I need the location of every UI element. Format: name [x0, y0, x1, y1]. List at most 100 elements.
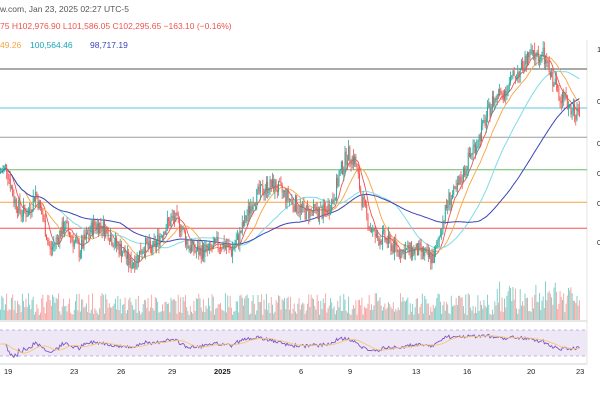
candle-body-412 — [497, 94, 499, 96]
volume-bar-24 — [29, 304, 31, 320]
candle-body-130 — [157, 234, 159, 242]
candle-body-67 — [81, 239, 83, 253]
volume-bar-266 — [321, 309, 323, 320]
candle-body-92 — [111, 235, 113, 246]
candle-body-53 — [64, 228, 66, 233]
volume-bar-42 — [50, 305, 52, 320]
volume-bar-75 — [90, 309, 92, 320]
candle-body-469 — [566, 95, 568, 109]
volume-bar-141 — [170, 297, 172, 320]
volume-bar-384 — [464, 313, 466, 320]
candle-body-206 — [249, 206, 250, 214]
candle-body-443 — [535, 55, 537, 60]
candle-body-213 — [257, 186, 259, 190]
candle-body-459 — [554, 78, 556, 85]
right-price-label-3: 0 — [597, 139, 600, 148]
volume-bar-156 — [188, 314, 190, 320]
candle-body-349 — [421, 247, 423, 253]
candle-body-266 — [321, 206, 323, 219]
candle-body-477 — [576, 108, 578, 120]
volume-bar-302 — [365, 308, 366, 320]
candle-body-425 — [513, 70, 515, 76]
candle-body-49 — [59, 230, 61, 244]
candle-body-111 — [134, 262, 136, 269]
volume-bar-13 — [15, 313, 17, 320]
volume-bar-1 — [1, 295, 3, 320]
volume-bar-326 — [394, 311, 395, 320]
candle-body-438 — [529, 52, 531, 58]
volume-bar-333 — [402, 297, 404, 320]
volume-bar-436 — [526, 297, 528, 320]
volume-bar-34 — [41, 298, 43, 320]
volume-bar-462 — [558, 303, 560, 320]
volume-bar-220 — [265, 293, 267, 320]
volume-bar-125 — [151, 294, 153, 320]
candle-body-27 — [32, 196, 34, 211]
volume-bar-367 — [443, 301, 445, 320]
candle-body-378 — [456, 183, 458, 190]
candle-body-96 — [116, 237, 118, 247]
candle-body-182 — [220, 248, 221, 250]
candle-body-126 — [152, 241, 154, 253]
candle-body-339 — [409, 242, 411, 253]
candle-body-169 — [204, 246, 206, 258]
volume-bar-411 — [496, 289, 498, 320]
candle-body-437 — [528, 52, 530, 58]
candle-body-246 — [297, 211, 299, 213]
volume-bar-70 — [84, 306, 86, 320]
candle-body-61 — [73, 241, 75, 247]
candle-body-319 — [385, 238, 387, 241]
volume-bar-121 — [146, 307, 148, 320]
candle-body-3 — [3, 166, 5, 169]
volume-bar-61 — [73, 309, 75, 320]
candle-body-314 — [379, 240, 381, 246]
candle-body-28 — [33, 196, 35, 202]
volume-bar-418 — [505, 307, 507, 320]
candle-body-360 — [435, 247, 437, 253]
volume-bar-378 — [456, 304, 458, 320]
candle-body-129 — [156, 241, 157, 248]
x-tick-20: 20 — [527, 367, 535, 376]
volume-bar-473 — [571, 293, 573, 320]
candle-body-212 — [256, 189, 258, 206]
volume-bar-120 — [145, 300, 147, 320]
candle-body-287 — [346, 160, 348, 165]
candle-body-303 — [366, 204, 368, 214]
candle-body-45 — [54, 243, 56, 245]
candle-body-458 — [553, 84, 555, 87]
candle-body-89 — [107, 228, 109, 240]
candle-body-158 — [191, 245, 192, 252]
candle-body-239 — [288, 198, 290, 200]
candle-body-430 — [519, 68, 521, 78]
candle-body-10 — [12, 187, 14, 197]
candle-body-355 — [429, 252, 431, 257]
candle-body-170 — [205, 244, 207, 247]
volume-bar-305 — [368, 295, 370, 320]
candle-body-85 — [102, 221, 104, 232]
volume-bar-433 — [523, 305, 525, 320]
candle-body-474 — [572, 104, 574, 111]
volume-bar-289 — [349, 313, 351, 320]
candle-body-107 — [129, 257, 131, 266]
volume-bar-408 — [493, 314, 495, 320]
volume-bar-215 — [259, 302, 261, 320]
candle-body-65 — [78, 243, 80, 258]
volume-bar-390 — [471, 310, 473, 320]
candle-body-44 — [53, 243, 55, 247]
volume-bar-344 — [415, 298, 417, 320]
volume-bar-133 — [160, 311, 162, 320]
volume-bar-341 — [412, 303, 414, 320]
volume-bar-238 — [287, 296, 289, 320]
volume-bar-63 — [76, 294, 78, 320]
volume-bar-88 — [106, 299, 108, 320]
candle-body-9 — [11, 187, 12, 189]
volume-bar-261 — [315, 309, 317, 320]
volume-bar-216 — [261, 294, 263, 320]
volume-bar-222 — [268, 302, 270, 320]
candle-body-135 — [163, 232, 165, 238]
candle-body-462 — [558, 88, 560, 97]
candle-body-402 — [485, 117, 487, 127]
volume-bar-123 — [148, 311, 150, 320]
candle-body-203 — [245, 215, 247, 222]
